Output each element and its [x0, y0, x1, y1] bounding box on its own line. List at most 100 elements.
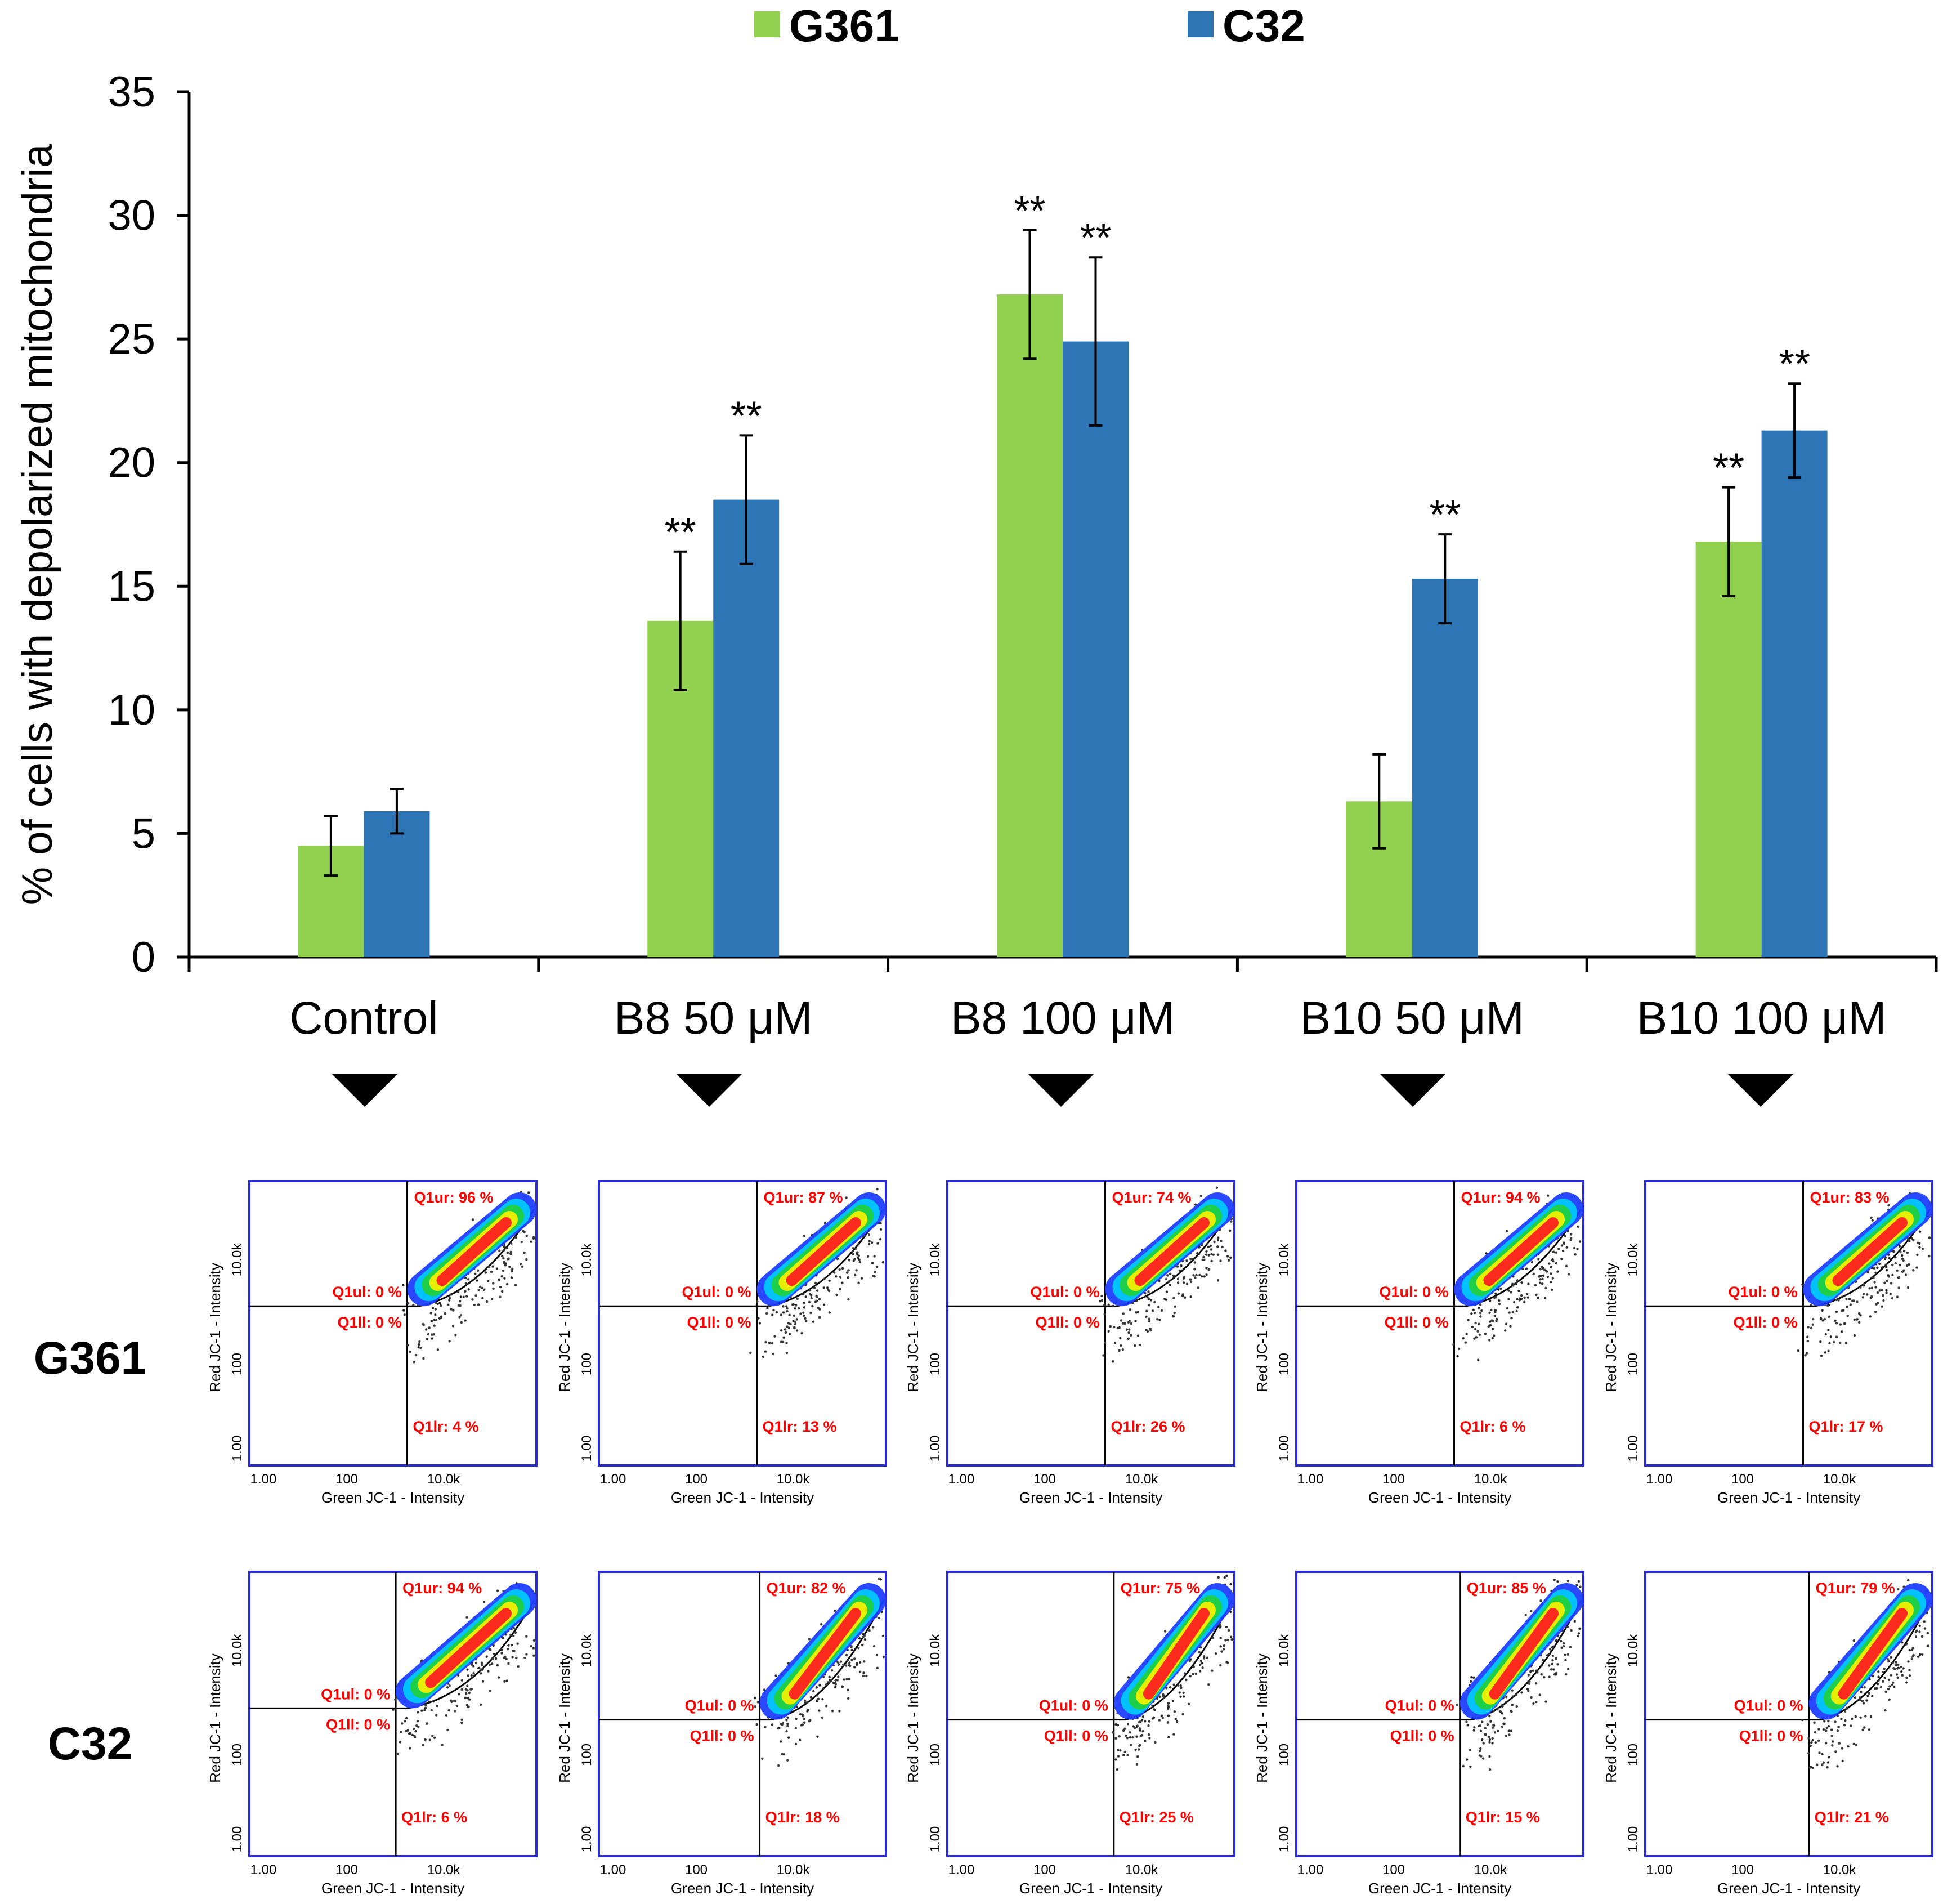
scatter-point: [413, 1361, 416, 1364]
scatter-point: [1125, 1328, 1129, 1331]
scatter-point: [1575, 1584, 1578, 1586]
scatter-point: [1492, 1709, 1496, 1713]
scatter-point: [837, 1661, 840, 1664]
scatter-point: [1828, 1315, 1830, 1318]
scatter-point: [1173, 1710, 1176, 1713]
scatter-point: [503, 1262, 506, 1264]
scatter-point: [1505, 1701, 1508, 1704]
scatter-point: [1844, 1342, 1848, 1344]
scatter-point: [436, 1348, 440, 1351]
density-band: [1838, 1608, 1908, 1700]
scatter-point: [1516, 1298, 1519, 1301]
scatter-point: [827, 1681, 830, 1684]
scatter-point: [454, 1710, 456, 1713]
scatter-point: [1464, 1341, 1467, 1344]
scatter-point: [1107, 1330, 1110, 1333]
scatter-point: [1577, 1634, 1580, 1638]
scatter-point: [509, 1242, 513, 1245]
scatter-point: [1884, 1263, 1887, 1266]
quadrant-label-lr: Q1lr: 15 %: [1466, 1809, 1540, 1826]
scatter-point: [1511, 1311, 1514, 1314]
scatter-point: [1185, 1282, 1189, 1285]
scatter-point: [1871, 1695, 1874, 1697]
scatter-point: [525, 1234, 529, 1237]
scatter-point: [1526, 1296, 1530, 1299]
scatter-point: [1136, 1755, 1139, 1758]
scatter-point: [815, 1686, 818, 1689]
scatter-point: [1834, 1319, 1837, 1322]
scatter-point: [1897, 1286, 1900, 1289]
scatter-point: [860, 1277, 863, 1280]
scatter-point: [1841, 1759, 1844, 1763]
scatter-point: [1843, 1322, 1846, 1325]
scatter-point: [498, 1249, 501, 1252]
scatter-point: [1919, 1653, 1922, 1656]
scatter-point: [1550, 1668, 1553, 1671]
scatter-point: [1207, 1683, 1210, 1686]
scatter-point: [782, 1311, 785, 1314]
scatter-point: [1488, 1311, 1491, 1314]
scatter-point: [464, 1319, 467, 1322]
scatter-point: [853, 1258, 856, 1261]
scatter-point: [1892, 1686, 1896, 1688]
scatter-point: [786, 1722, 789, 1726]
scatter-point: [1489, 1720, 1492, 1723]
y-tick-label: 100: [1626, 1353, 1641, 1375]
scatter-point: [427, 1700, 431, 1703]
scatter-point: [1135, 1763, 1139, 1766]
scatter-point: [1539, 1599, 1542, 1602]
scatter-point: [440, 1304, 442, 1307]
scatter-point: [795, 1717, 798, 1720]
y-axis-title: Red JC-1 - Intensity: [1253, 1653, 1270, 1783]
scatter-point: [1499, 1710, 1502, 1713]
x-tick-label: 100: [335, 1862, 358, 1878]
y-axis-title: Red JC-1 - Intensity: [1602, 1653, 1619, 1783]
scatter-point: [1489, 1320, 1492, 1323]
scatter-point: [1479, 1315, 1482, 1318]
scatter-point: [809, 1696, 813, 1699]
scatter-point: [1147, 1724, 1150, 1727]
scatter-point: [1156, 1317, 1159, 1321]
scatter-point: [1479, 1312, 1482, 1315]
scatter-point: [1824, 1333, 1827, 1336]
scatter-point: [853, 1657, 856, 1660]
scatter-point: [807, 1708, 809, 1711]
y-tick-label: 100: [230, 1744, 245, 1766]
scatter-point: [479, 1703, 482, 1706]
quadrant-label-lr: Q1lr: 26 %: [1111, 1418, 1185, 1435]
scatter-point: [1194, 1672, 1198, 1675]
scatter-point: [850, 1659, 853, 1661]
scatter-point: [1172, 1315, 1175, 1318]
scatter-point: [1192, 1665, 1195, 1668]
scatter-point: [1887, 1204, 1890, 1207]
scatter-point: [1546, 1275, 1550, 1279]
y-tick-label: 1.00: [579, 1436, 594, 1462]
scatter-point: [1502, 1722, 1505, 1726]
scatter-point: [418, 1340, 421, 1343]
scatter-point: [1134, 1748, 1137, 1751]
scatter-point: [1839, 1341, 1842, 1344]
scatter-point: [1181, 1293, 1184, 1296]
scatter-point: [1469, 1765, 1472, 1768]
scatter-point: [1203, 1258, 1206, 1261]
scatter-point: [862, 1671, 865, 1674]
scatter-point: [1139, 1729, 1141, 1732]
scatter-point: [1920, 1635, 1924, 1638]
scatter-point: [1887, 1660, 1890, 1662]
significance-marker: **: [731, 394, 762, 439]
scatter-point: [1205, 1266, 1208, 1270]
scatter-point: [1180, 1686, 1183, 1690]
scatter-point: [1828, 1303, 1830, 1306]
scatter-point: [1535, 1293, 1538, 1297]
scatter-point: [1149, 1329, 1152, 1332]
scatter-point: [1910, 1648, 1914, 1651]
scatter-point: [1183, 1276, 1186, 1279]
scatter-point: [1199, 1663, 1202, 1666]
scatter-point: [405, 1729, 408, 1732]
scatter-point: [1548, 1675, 1551, 1678]
scatter-point: [1825, 1726, 1829, 1729]
scatter-point: [1130, 1744, 1132, 1746]
scatter-point: [803, 1301, 805, 1304]
y-axis-title: Red JC-1 - Intensity: [207, 1263, 223, 1392]
scatter-point: [1527, 1282, 1530, 1285]
